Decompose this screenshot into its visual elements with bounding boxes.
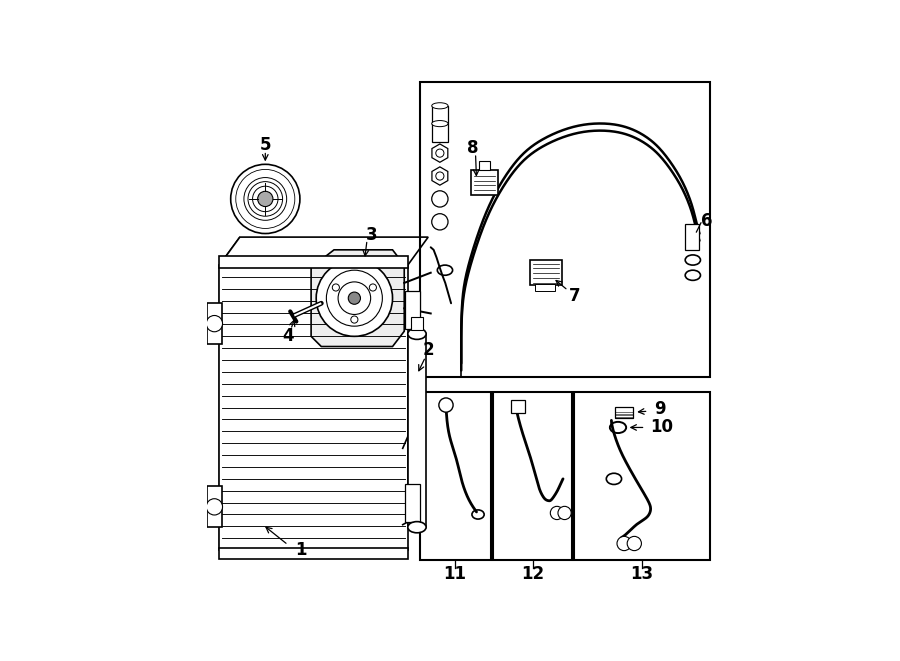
Bar xyxy=(405,484,419,522)
Text: 5: 5 xyxy=(259,136,271,155)
Text: 1: 1 xyxy=(295,541,307,559)
Ellipse shape xyxy=(408,329,426,339)
Bar xyxy=(207,486,222,527)
Bar xyxy=(410,317,423,330)
Bar xyxy=(408,334,426,527)
Circle shape xyxy=(627,536,642,551)
Text: 3: 3 xyxy=(366,225,378,243)
Polygon shape xyxy=(432,144,448,163)
Text: 6: 6 xyxy=(701,212,712,230)
Bar xyxy=(472,171,498,195)
Circle shape xyxy=(432,191,448,207)
Bar xyxy=(479,161,490,171)
Bar xyxy=(685,224,699,250)
Bar xyxy=(530,260,562,286)
Bar xyxy=(419,82,709,377)
Circle shape xyxy=(558,506,572,520)
Bar xyxy=(574,393,709,561)
Ellipse shape xyxy=(408,522,426,533)
Ellipse shape xyxy=(432,120,448,127)
Circle shape xyxy=(316,260,392,336)
Polygon shape xyxy=(432,167,448,185)
Circle shape xyxy=(206,498,222,515)
Polygon shape xyxy=(220,237,428,265)
Bar xyxy=(405,291,419,329)
Text: 7: 7 xyxy=(569,287,580,305)
Circle shape xyxy=(439,398,453,412)
Text: 12: 12 xyxy=(521,565,544,583)
Bar xyxy=(207,303,222,344)
Polygon shape xyxy=(220,237,239,550)
Circle shape xyxy=(257,191,273,206)
Circle shape xyxy=(436,172,444,180)
Text: 2: 2 xyxy=(422,341,434,359)
Bar xyxy=(220,256,408,268)
Polygon shape xyxy=(220,265,408,550)
Bar xyxy=(432,106,448,124)
Text: 9: 9 xyxy=(653,400,665,418)
Bar xyxy=(432,124,448,142)
Bar xyxy=(220,548,408,559)
Circle shape xyxy=(369,284,376,291)
Circle shape xyxy=(351,316,358,323)
Text: 13: 13 xyxy=(630,565,653,583)
Text: 10: 10 xyxy=(651,418,673,436)
Text: 11: 11 xyxy=(444,565,466,583)
Circle shape xyxy=(436,149,444,157)
Bar xyxy=(419,393,491,561)
Text: 8: 8 xyxy=(467,139,478,157)
Circle shape xyxy=(617,536,631,551)
Circle shape xyxy=(348,292,361,304)
Bar xyxy=(511,400,526,412)
Circle shape xyxy=(230,165,300,233)
Bar xyxy=(615,407,633,418)
Circle shape xyxy=(432,214,448,230)
Bar xyxy=(536,284,555,291)
Ellipse shape xyxy=(432,102,448,109)
Circle shape xyxy=(550,506,563,520)
Polygon shape xyxy=(311,250,404,346)
Text: 4: 4 xyxy=(283,327,294,345)
Circle shape xyxy=(332,284,339,291)
Circle shape xyxy=(206,315,222,332)
Bar xyxy=(493,393,572,561)
